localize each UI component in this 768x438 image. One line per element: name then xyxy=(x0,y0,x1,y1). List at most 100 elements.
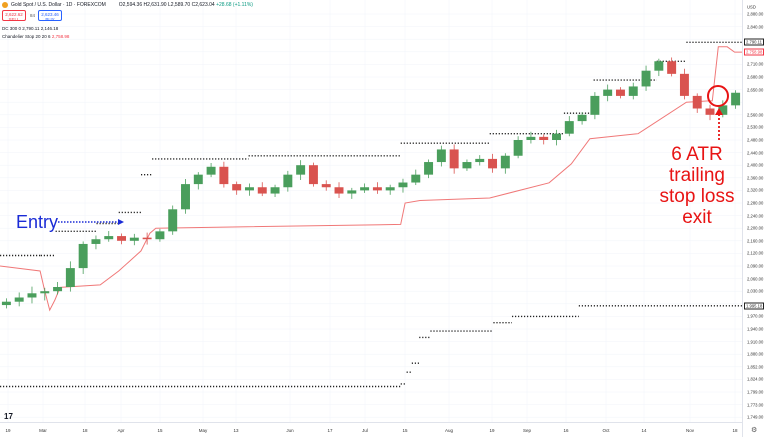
indicator-donchian[interactable]: DC 300 0 2,790.11 2,146.18 xyxy=(2,26,58,31)
price-label: 2,758.98 xyxy=(744,48,765,56)
x-tick-label: 15 xyxy=(157,428,163,433)
y-tick-label: 2,560.00 xyxy=(747,112,764,118)
y-tick-label: 2,060.00 xyxy=(747,276,764,282)
y-tick-label: 2,360.00 xyxy=(747,175,764,181)
candle xyxy=(731,92,741,106)
high-value: H2,631.90 xyxy=(143,2,167,8)
candle xyxy=(488,158,498,169)
x-tick-label: Sep xyxy=(522,428,532,433)
candle xyxy=(411,174,421,183)
candle xyxy=(65,268,75,287)
chandelier-stop-line xyxy=(0,46,742,312)
candle xyxy=(475,158,485,163)
candle xyxy=(296,165,306,175)
y-tick-label: 2,200.00 xyxy=(747,225,764,231)
exit-line: stop loss xyxy=(659,186,735,207)
candle xyxy=(91,239,101,244)
gear-icon[interactable]: ⚙ xyxy=(751,427,758,434)
candle xyxy=(232,184,242,191)
y-tick-label: 2,440.00 xyxy=(747,150,764,156)
y-tick-label: 2,400.00 xyxy=(747,162,764,168)
x-tick-label: Oct xyxy=(602,428,610,433)
y-tick-label: 1,970.00 xyxy=(747,313,764,319)
x-tick-label: Jul xyxy=(362,428,368,433)
indicator-values: 2,758.98 xyxy=(51,34,70,39)
candle xyxy=(398,182,408,188)
time-axis[interactable]: 19 Mar 18 Apr 15 May 13 Jun 17 Jul 15 Aug 19 Sep 16 Oct… xyxy=(0,422,742,438)
x-tick-label: Nov xyxy=(685,428,695,433)
exit-line: trailing xyxy=(669,165,725,186)
x-tick-label: May xyxy=(198,428,208,433)
candle xyxy=(577,114,587,122)
candle xyxy=(40,291,50,294)
buy-price: 2,623.46 xyxy=(41,12,59,17)
x-tick-label: Jun xyxy=(286,428,294,433)
candle xyxy=(449,149,459,169)
indicator-name: DC 300 0 xyxy=(2,26,22,31)
candle xyxy=(552,133,561,140)
y-tick-label: 1,852.00 xyxy=(747,364,764,370)
candle xyxy=(193,174,203,185)
price-label: 2,790.11 xyxy=(744,38,764,46)
y-tick-label: 2,240.00 xyxy=(747,213,764,219)
y-tick-label: 1,910.00 xyxy=(747,339,764,345)
exit-arrowhead xyxy=(715,108,723,115)
y-tick-label: 2,280.00 xyxy=(747,200,764,206)
candle xyxy=(641,70,651,87)
price-chart[interactable] xyxy=(0,0,742,422)
price-axis[interactable]: USD 2,880.00 2,840.00 2,710.00 2,680.00 2,65… xyxy=(742,0,768,437)
candle xyxy=(181,184,190,210)
x-tick-label: 18 xyxy=(732,428,738,433)
candle xyxy=(1,301,11,306)
candle xyxy=(257,187,267,194)
y-tick-label: 2,710.00 xyxy=(747,61,764,67)
candle xyxy=(14,297,24,302)
candle xyxy=(667,61,677,74)
candle xyxy=(206,166,216,175)
entry-annotation: Entry xyxy=(16,212,59,232)
y-tick-label: 1,749.00 xyxy=(747,414,764,420)
exit-line: 6 ATR xyxy=(671,144,723,165)
candle xyxy=(603,89,613,96)
candle xyxy=(539,136,549,140)
change-value: +28.68 (+1.11%) xyxy=(216,2,253,8)
y-tick-label: 2,680.00 xyxy=(747,74,764,80)
indicator-chandelier[interactable]: Chandelier Stop 20 20 6 2,758.98 xyxy=(2,34,69,39)
candle xyxy=(654,61,664,71)
candle xyxy=(104,236,114,240)
candle xyxy=(270,187,280,194)
y-tick-label: 2,030.00 xyxy=(747,288,764,294)
buy-button[interactable]: 2,623.46 BUY xyxy=(38,10,62,22)
candle xyxy=(27,293,37,298)
candle xyxy=(321,184,331,188)
ohlc-readout: O2,594.36 H2,631.90 L2,589.70 C2,623.04 … xyxy=(119,2,253,8)
donchian-lower-line xyxy=(0,305,742,388)
x-tick-label: 18 xyxy=(82,428,88,433)
candle xyxy=(436,149,446,163)
y-tick-label: 2,090.00 xyxy=(747,263,764,269)
candle xyxy=(500,155,510,169)
sell-button[interactable]: 2,622.62 SELL xyxy=(2,10,26,22)
candle xyxy=(705,108,715,115)
candle xyxy=(615,89,625,96)
x-tick-label: Aug xyxy=(444,428,454,433)
y-tick-label: 2,120.00 xyxy=(747,250,764,256)
y-tick-label: 1,773.00 xyxy=(747,402,764,408)
exit-circle xyxy=(707,85,729,107)
candle xyxy=(129,237,139,241)
y-tick-label: 1,940.00 xyxy=(747,326,764,332)
donchian-upper-line xyxy=(0,41,742,257)
y-tick-label: 2,320.00 xyxy=(747,187,764,193)
candle xyxy=(424,162,434,175)
y-tick-label: 2,880.00 xyxy=(747,11,764,17)
y-tick-label: 1,799.00 xyxy=(747,389,764,395)
open-value: O2,594.36 xyxy=(118,2,143,8)
candle xyxy=(78,243,88,269)
x-tick-label: 13 xyxy=(233,428,239,433)
symbol-title[interactable]: Gold Spot / U.S. Dollar · 1D · FOREXCOM xyxy=(11,2,106,8)
candle xyxy=(718,105,728,115)
currency-label[interactable]: USD xyxy=(747,4,756,10)
candle xyxy=(219,166,229,185)
candle xyxy=(513,140,523,156)
x-tick-label: 15 xyxy=(402,428,408,433)
